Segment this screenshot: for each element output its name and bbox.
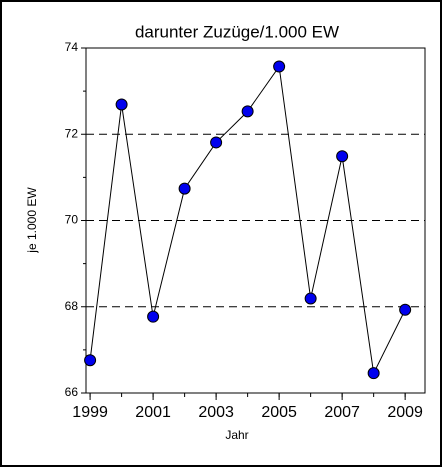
marker [399, 303, 412, 316]
x-tick-label: 2005 [261, 404, 297, 421]
x-tick-label: 2001 [135, 404, 171, 421]
y-tick-label: 70 [65, 213, 79, 227]
y-tick-label: 68 [65, 299, 79, 313]
marker [178, 182, 191, 195]
marker [336, 150, 349, 163]
marker [210, 136, 223, 149]
x-tick-label: 1999 [72, 404, 108, 421]
y-axis-label: je 1.000 EW [25, 187, 39, 254]
y-tick-label: 72 [65, 126, 79, 140]
marker [115, 98, 128, 111]
marker [147, 310, 160, 323]
marker [241, 105, 254, 118]
marker [84, 354, 97, 367]
x-tick-label: 2009 [387, 404, 423, 421]
x-axis-label: Jahr [225, 428, 248, 442]
marker [304, 292, 317, 305]
marker [273, 60, 286, 73]
x-tick-label: 2007 [324, 404, 360, 421]
marker [367, 367, 380, 380]
y-tick-label: 66 [65, 385, 79, 399]
x-tick-label: 2003 [198, 404, 234, 421]
chart-title: darunter Zuzüge/1.000 EW [135, 22, 339, 41]
y-tick-label: 74 [65, 40, 79, 54]
